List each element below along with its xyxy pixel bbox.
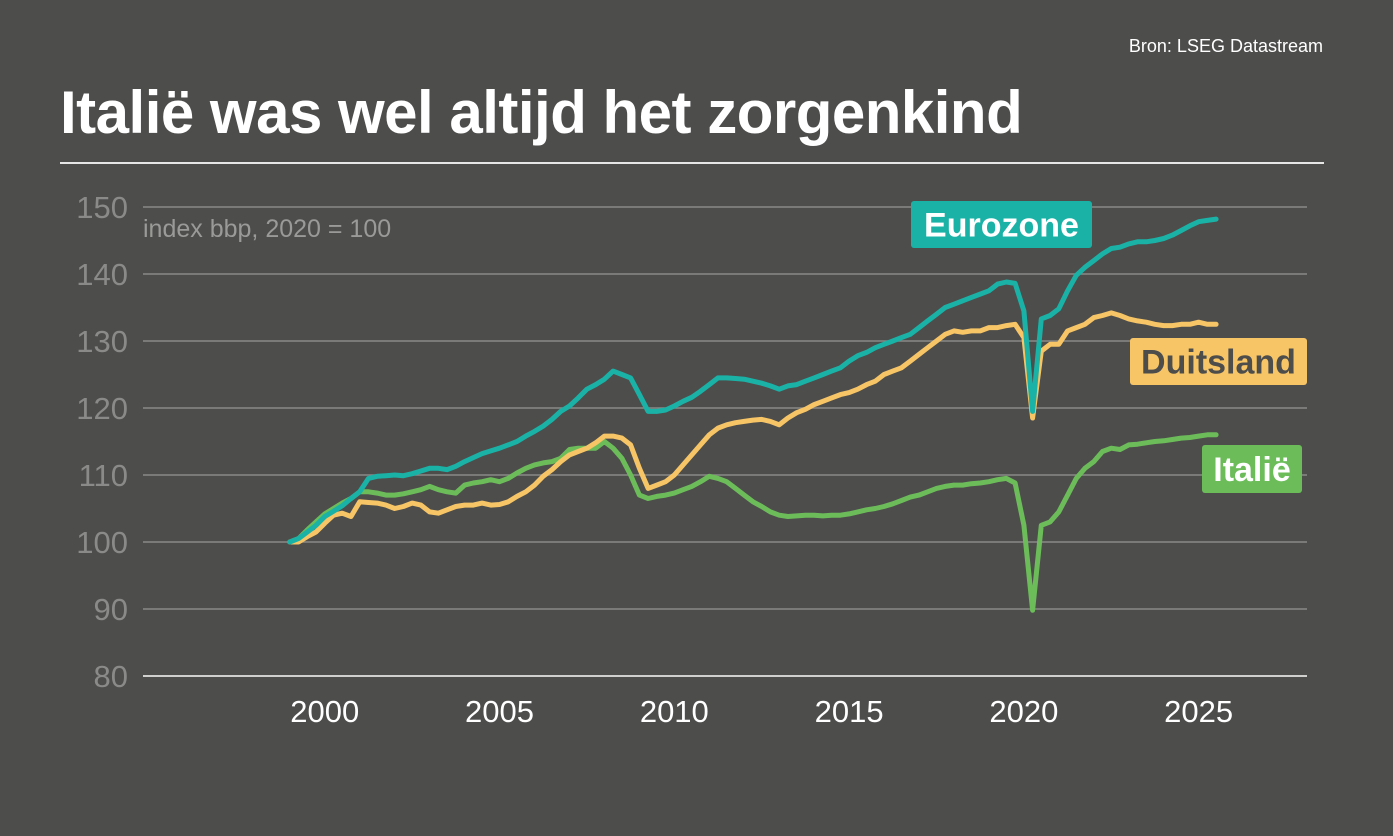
y-tick-label: 90 (94, 592, 128, 627)
label-badge-itali (1202, 445, 1302, 493)
series-line-duitsland (287, 310, 1219, 545)
x-tick-label: 2015 (815, 694, 884, 729)
series-line-eurozone (287, 216, 1219, 545)
x-tick-label: 2020 (989, 694, 1058, 729)
label-badge-duitsland (1130, 338, 1307, 385)
title-divider (60, 162, 1324, 164)
y-axis-label: index bbp, 2020 = 100 (143, 215, 391, 243)
series-label-itali: Italië (1213, 451, 1290, 489)
label-badge-eurozone (911, 201, 1092, 248)
x-tick-label: 2000 (290, 694, 359, 729)
x-tick-label: 2010 (640, 694, 709, 729)
y-axis-ticks: 80 90 100 110 120 130 140 150 (76, 190, 128, 694)
y-tick-label: 110 (79, 458, 128, 493)
source-note: Bron: LSEG Datastream (1128, 36, 1323, 56)
series-lines (287, 216, 1219, 613)
y-tick-label: 120 (76, 391, 128, 426)
x-axis-ticks: 2000 2005 2010 2015 2020 2025 (290, 694, 1233, 729)
y-tick-label: 150 (76, 190, 128, 225)
series-label-eurozone: Eurozone (924, 207, 1079, 245)
gridlines (143, 206, 1307, 677)
series-labels: Eurozone Duitsland Italië (911, 201, 1307, 493)
y-tick-label: 100 (76, 525, 128, 560)
series-line-itali (287, 432, 1219, 613)
chart-title: Italië was wel altijd het zorgenkind (60, 79, 1023, 146)
y-tick-label: 80 (94, 659, 128, 694)
x-tick-label: 2005 (465, 694, 534, 729)
x-tick-label: 2025 (1164, 694, 1233, 729)
y-tick-label: 130 (76, 324, 128, 359)
series-label-duitsland: Duitsland (1141, 344, 1296, 382)
y-tick-label: 140 (76, 257, 128, 292)
